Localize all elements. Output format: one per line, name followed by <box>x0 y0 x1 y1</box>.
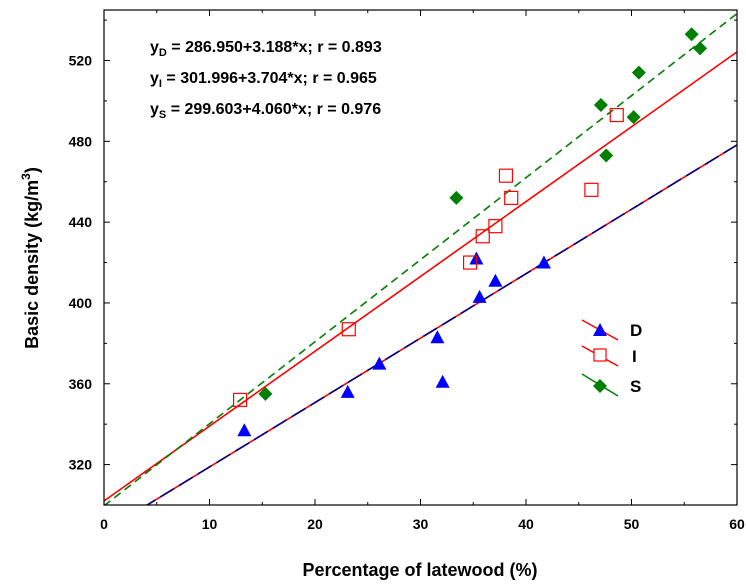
x-tick-label-30: 30 <box>413 516 429 532</box>
legend-marker-s <box>593 379 607 393</box>
legend-marker-d <box>593 323 607 336</box>
legend-item-d: D <box>581 319 642 341</box>
legend-item-i: I <box>581 345 637 367</box>
plot-layer <box>104 12 737 505</box>
point-d-8 <box>488 273 503 287</box>
point-i-9 <box>609 107 624 123</box>
point-i-7 <box>504 190 519 205</box>
equation-s: yS = 299.603+4.060*x; r = 0.976 <box>150 101 381 121</box>
point-s-4 <box>599 148 614 163</box>
point-s-1 <box>258 386 273 401</box>
point-s-7 <box>684 27 699 42</box>
y-tick-label-400: 400 <box>69 295 93 311</box>
equation-i: yI = 301.996+3.704*x; r = 0.965 <box>150 70 377 90</box>
point-s-5 <box>626 110 641 125</box>
x-tick-label-20: 20 <box>307 516 323 532</box>
y-axis-title: Basic density (kg/m3) <box>19 167 42 349</box>
point-d-7 <box>472 289 487 303</box>
point-d-5 <box>435 374 450 388</box>
equation-d: yD = 286.950+3.188*x; r = 0.893 <box>150 39 382 59</box>
point-i-8 <box>584 182 599 197</box>
y-tick-label-440: 440 <box>69 214 93 230</box>
legend-label-s: S <box>630 377 641 396</box>
legend-item-s: S <box>581 373 641 397</box>
point-d-3 <box>372 356 387 370</box>
point-i-5 <box>488 219 503 234</box>
legend-label-d: D <box>630 321 642 340</box>
point-i-3 <box>462 255 478 270</box>
point-s-2 <box>449 190 464 205</box>
point-d-2 <box>340 384 355 398</box>
point-i-2 <box>341 322 356 337</box>
point-i-1 <box>232 392 248 408</box>
fit-lines <box>104 12 737 505</box>
point-d-9 <box>536 255 551 269</box>
y-tick-label-480: 480 <box>69 133 93 149</box>
x-tick-label-50: 50 <box>624 516 640 532</box>
y-tick-label-520: 520 <box>69 53 93 69</box>
point-s-3 <box>593 97 608 112</box>
y-tick-label-360: 360 <box>69 376 93 392</box>
x-tick-label-0: 0 <box>100 516 108 532</box>
x-tick-label-60: 60 <box>729 516 745 532</box>
x-tick-label-10: 10 <box>202 516 218 532</box>
point-s-8 <box>693 41 708 56</box>
x-tick-label-40: 40 <box>518 516 534 532</box>
x-axis-title: Percentage of latewood (%) <box>302 560 537 580</box>
fit-line-i <box>104 51 737 502</box>
y-tick-label-320: 320 <box>69 457 93 473</box>
axis-layer: 0 10 20 30 40 50 60 320 360 400 440 480 520 <box>69 9 745 532</box>
fit-line-d-dashed <box>145 144 737 505</box>
fit-line-s <box>104 12 737 505</box>
point-s-6 <box>631 65 646 80</box>
point-d-1 <box>237 423 252 437</box>
point-i-4 <box>475 229 490 244</box>
legend: D I S <box>581 319 642 397</box>
legend-label-i: I <box>632 347 637 366</box>
marker-layer <box>232 27 708 437</box>
point-i-6 <box>498 168 514 183</box>
point-d-4 <box>430 330 445 344</box>
legend-marker-i <box>593 348 607 362</box>
